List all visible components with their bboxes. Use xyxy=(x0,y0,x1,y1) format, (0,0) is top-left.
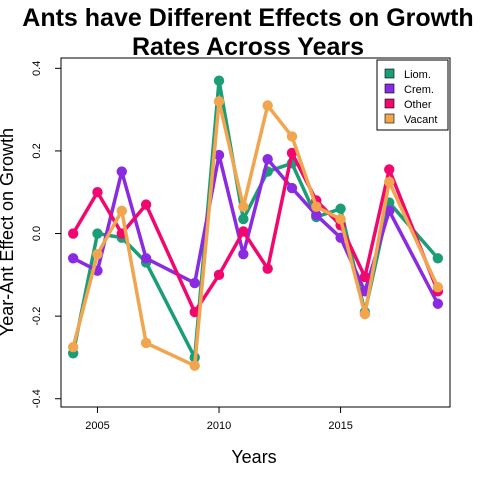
data-point-vacant-2011 xyxy=(238,201,249,212)
data-point-liom-2015 xyxy=(335,203,346,214)
y-tick-label-1: -0.2 xyxy=(31,307,43,326)
data-point-other-2016 xyxy=(359,271,371,283)
data-point-crem-2013 xyxy=(286,182,298,194)
legend: Liom. Crem. Other Vacant xyxy=(376,59,449,131)
y-tick-label-2: 0.0 xyxy=(31,226,43,241)
y-tick-label-0: -0.4 xyxy=(31,389,43,408)
data-point-vacant-2014 xyxy=(311,201,322,212)
data-point-other-2005 xyxy=(92,187,103,198)
data-point-crem-2019 xyxy=(432,298,444,309)
series-vacant xyxy=(67,96,444,371)
data-point-crem-2010 xyxy=(213,149,225,161)
data-point-vacant-2010 xyxy=(213,96,225,107)
data-point-liom-2005 xyxy=(92,228,103,239)
data-point-other-2013 xyxy=(286,147,298,159)
legend-swatch-liom xyxy=(384,68,395,79)
y-tick-label-4: 0.4 xyxy=(31,61,43,76)
legend-label-vacant: Vacant xyxy=(404,114,437,126)
data-point-crem-2012 xyxy=(262,153,273,165)
data-point-crem-2017 xyxy=(384,205,395,217)
data-point-liom-2019 xyxy=(432,253,444,264)
legend-swatch-other xyxy=(384,98,395,109)
data-point-crem-2007 xyxy=(140,253,152,264)
legend-label-other: Other xyxy=(404,99,432,111)
data-point-vacant-2009 xyxy=(189,360,200,371)
data-point-vacant-2019 xyxy=(432,282,444,293)
data-point-vacant-2017 xyxy=(384,176,395,188)
data-point-liom-2011 xyxy=(238,213,249,225)
data-point-crem-2006 xyxy=(116,166,127,177)
x-axis-title: Years xyxy=(231,447,276,467)
x-tick-label-2010: 2010 xyxy=(207,420,231,432)
data-point-vacant-2007 xyxy=(140,337,152,349)
legend-label-liom: Liom. xyxy=(404,69,431,81)
series-line-crem xyxy=(71,153,440,306)
y-axis-title: Year-Ant Effect on Growth xyxy=(0,128,17,336)
data-point-crem-2009 xyxy=(189,277,200,289)
x-tick-label-2015: 2015 xyxy=(328,420,352,432)
data-point-vacant-2004 xyxy=(67,341,79,353)
x-tick-label-2005: 2005 xyxy=(85,420,109,432)
data-point-other-2011 xyxy=(238,226,249,237)
data-point-crem-2014 xyxy=(311,209,322,221)
data-point-other-2009 xyxy=(189,306,200,318)
data-point-other-2017 xyxy=(384,164,395,175)
data-point-vacant-2006 xyxy=(116,205,127,217)
data-point-vacant-2005 xyxy=(92,248,103,260)
data-point-other-2004 xyxy=(67,228,79,239)
y-tick-label-3: 0.2 xyxy=(31,143,43,158)
chart-title-line-2: Rates Across Years xyxy=(132,33,364,61)
legend-swatch-crem xyxy=(384,83,395,94)
y-axis: -0.4 -0.2 0.0 0.2 0.4 xyxy=(31,61,62,408)
data-point-vacant-2016 xyxy=(359,308,371,320)
series-line-vacant xyxy=(71,99,440,368)
series-layer xyxy=(67,75,444,371)
data-point-vacant-2013 xyxy=(286,131,298,142)
data-point-crem-2004 xyxy=(67,253,79,264)
legend-swatch-vacant xyxy=(384,113,395,124)
data-point-other-2012 xyxy=(262,263,273,274)
data-point-vacant-2012 xyxy=(262,100,273,111)
chart-title-line-1: Ants have Different Effects on Growth xyxy=(22,4,473,32)
data-point-other-2007 xyxy=(140,199,152,210)
data-point-crem-2011 xyxy=(238,248,249,260)
data-point-vacant-2015 xyxy=(335,213,346,225)
data-point-liom-2010 xyxy=(213,75,225,86)
x-axis: 2005 2010 2015 xyxy=(85,406,353,432)
data-point-other-2010 xyxy=(213,269,225,281)
legend-label-crem: Crem. xyxy=(404,84,434,96)
